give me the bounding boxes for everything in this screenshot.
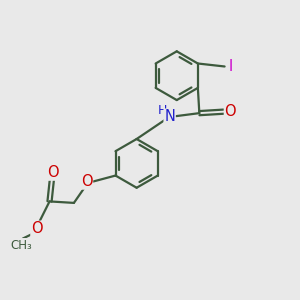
Text: O: O [224, 104, 236, 119]
Text: H: H [158, 104, 167, 117]
Text: O: O [48, 165, 59, 180]
Text: O: O [31, 221, 43, 236]
Text: I: I [229, 59, 233, 74]
Text: CH₃: CH₃ [11, 238, 32, 252]
Text: N: N [164, 109, 175, 124]
Text: O: O [81, 174, 92, 189]
